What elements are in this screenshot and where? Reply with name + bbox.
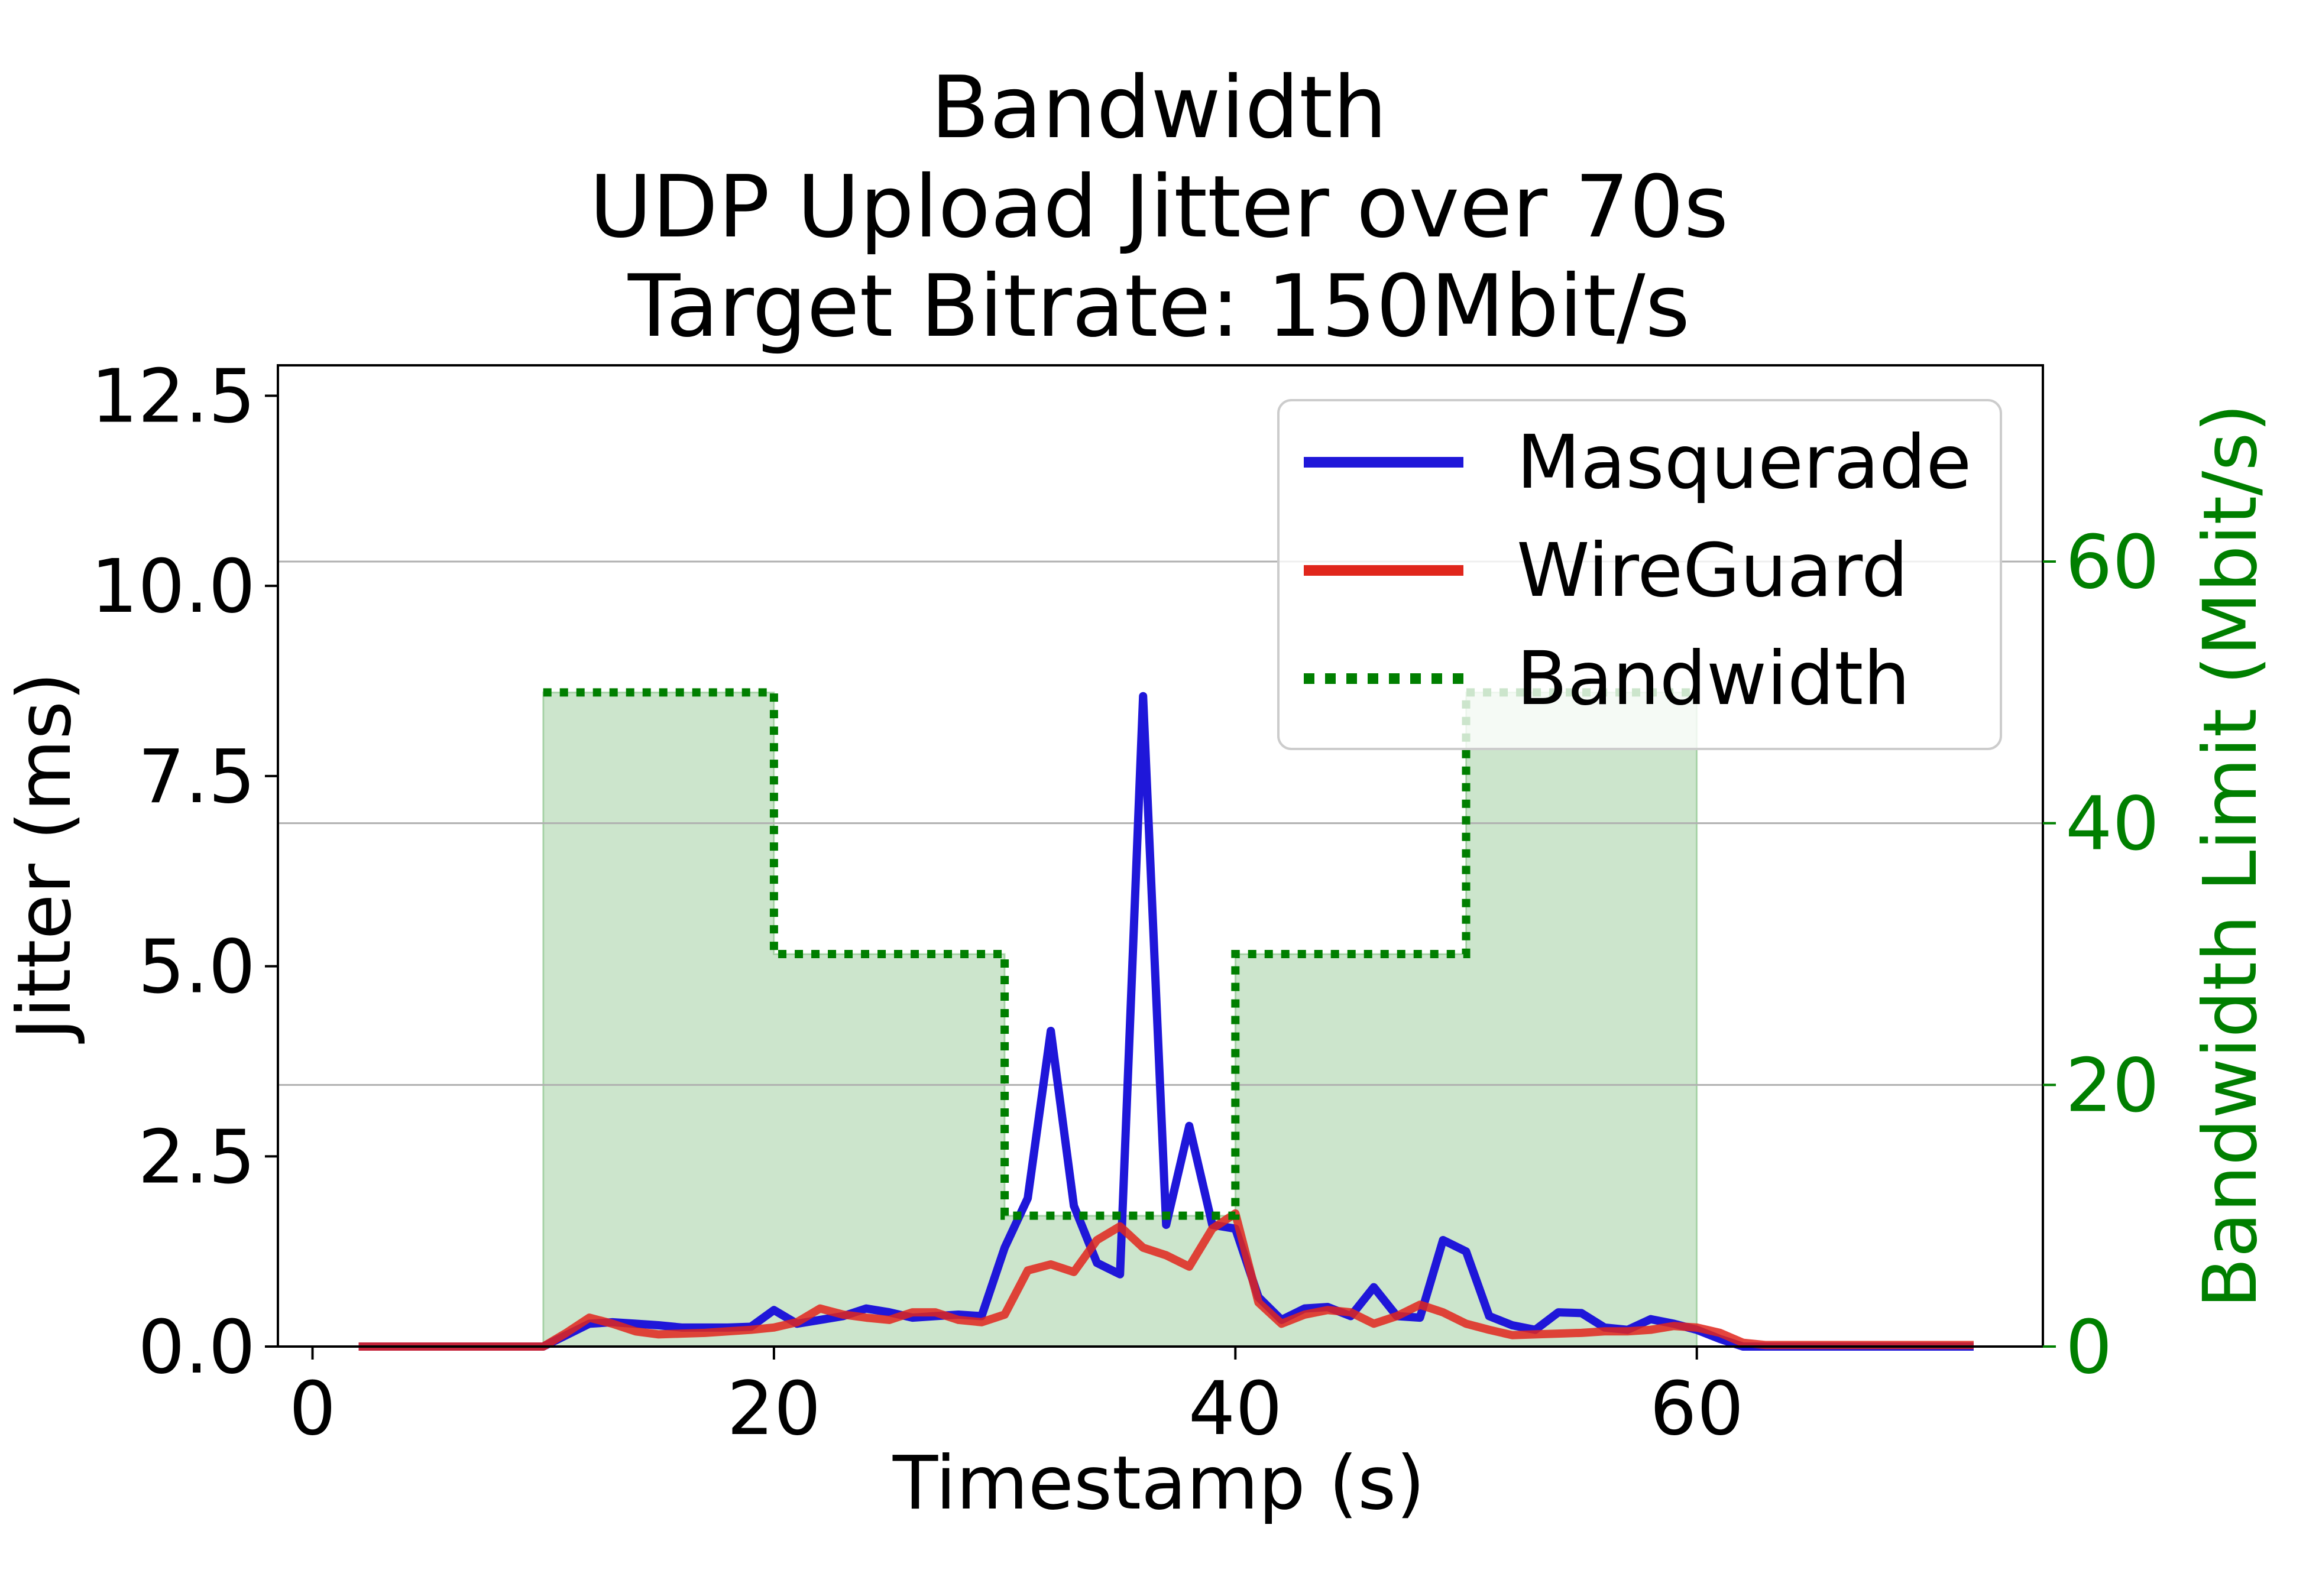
y-tick-label-4: 10.0	[91, 544, 255, 630]
y2-tick-label-40: 40	[2065, 781, 2159, 867]
y-tick-label-1: 2.5	[138, 1114, 255, 1200]
series-layer	[358, 688, 1974, 1351]
x-axis: 0 20 40 60	[289, 1347, 1744, 1452]
chart-title: Bandwidth UDP Upload Jitter over 70s Tar…	[590, 58, 1729, 356]
series-line-wireguard	[358, 1209, 1974, 1351]
plot-frame	[277, 364, 2044, 1348]
x-tick-label-60: 60	[1650, 1366, 1744, 1452]
y-tick-label-0: 0.0	[138, 1305, 255, 1390]
chart-title-line-1: Bandwidth	[931, 58, 1387, 158]
y2-axis-label: Bandwidth Limit (Mbit/s)	[2188, 404, 2273, 1309]
y-axis: 0.0 2.5 5.0 7.5 10.0 12.5	[91, 353, 278, 1390]
legend-label-bandwidth: Bandwidth	[1517, 636, 1910, 722]
legend-label-masquerade: Masquerade	[1517, 420, 1971, 505]
y-tick-label-2: 5.0	[138, 924, 255, 1010]
x-tick-label-0: 0	[289, 1366, 336, 1452]
x-tick-label-40: 40	[1188, 1366, 1282, 1452]
x-tick-label-20: 20	[727, 1366, 821, 1452]
y-tick-label-3: 7.5	[138, 734, 255, 820]
legend-label-wireguard: WireGuard	[1517, 528, 1908, 614]
y-tick-label-5: 12.5	[91, 353, 255, 439]
x-axis-label: Timestamp (s)	[892, 1441, 1425, 1526]
y2-tick-label-20: 20	[2065, 1043, 2159, 1128]
y2-axis: 0 20 40 60	[2043, 520, 2159, 1390]
chart-title-line-3: Target Bitrate: 150Mbit/s	[627, 257, 1690, 356]
y2-tick-label-0: 0	[2065, 1305, 2113, 1390]
y-axis-label: Jitter (ms)	[2, 672, 88, 1044]
chart-title-line-2: UDP Upload Jitter over 70s	[590, 157, 1729, 257]
legend-box	[1277, 399, 2002, 750]
legend: Masquerade WireGuard Bandwidth	[1277, 399, 2002, 750]
series-line-bandwidth	[543, 688, 1697, 1220]
y2-tick-label-60: 60	[2065, 520, 2159, 605]
